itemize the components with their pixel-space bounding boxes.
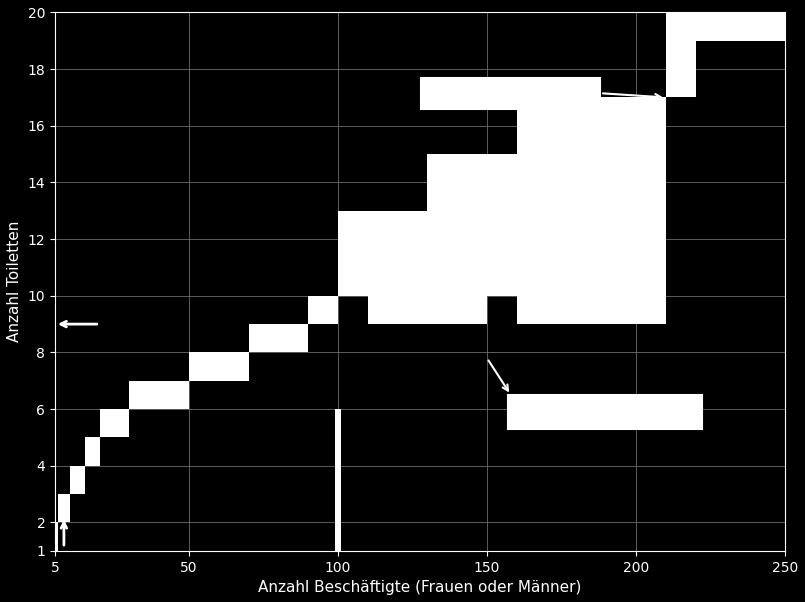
Bar	[58, 494, 70, 523]
Bar	[368, 296, 487, 324]
Bar	[338, 211, 427, 296]
Y-axis label: Anzahl Toiletten: Anzahl Toiletten	[7, 221, 22, 343]
Bar	[606, 296, 666, 324]
Bar	[422, 78, 601, 109]
Bar	[427, 154, 517, 296]
X-axis label: Anzahl Beschäftigte (Frauen oder Männer): Anzahl Beschäftigte (Frauen oder Männer)	[258, 580, 582, 595]
Bar	[55, 523, 58, 551]
Bar	[666, 13, 696, 98]
Bar	[517, 98, 666, 296]
Bar	[100, 409, 130, 438]
Bar	[335, 409, 341, 551]
Bar	[130, 381, 189, 409]
Bar	[249, 324, 308, 352]
Bar	[189, 352, 249, 381]
Bar	[517, 296, 606, 324]
Bar	[70, 466, 85, 494]
Bar	[85, 438, 100, 466]
Bar	[696, 13, 785, 41]
Bar	[308, 296, 338, 324]
Bar	[508, 395, 701, 429]
